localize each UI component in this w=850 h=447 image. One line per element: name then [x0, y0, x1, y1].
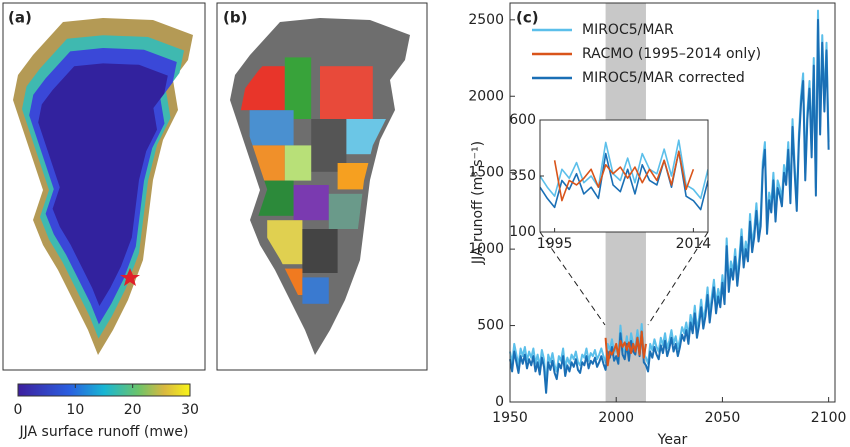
panel-label: (a): [8, 9, 32, 27]
y-axis-label: JJA runoff (m³ s⁻¹): [470, 141, 486, 265]
connector: [647, 231, 709, 326]
colorbar-label: JJA surface runoff (mwe): [18, 424, 188, 440]
inset-y-tick-label: 350: [509, 168, 536, 184]
colorbar: [17, 383, 191, 397]
colorbar-tick-label: 0: [14, 402, 23, 418]
panel-frame: [2, 2, 206, 371]
colorbar-tick-label: 30: [181, 402, 199, 418]
colorbar-tick-label: 10: [66, 402, 84, 418]
axes-frame: [509, 2, 836, 403]
x-tick-label: 2000: [598, 410, 634, 426]
series-line: [553, 150, 695, 202]
runoff-map: [13, 18, 193, 355]
y-tick-label: 1000: [468, 241, 504, 257]
colorbar-tick-label: 20: [124, 402, 142, 418]
panel-frame: [216, 2, 428, 371]
inset-plot: [540, 139, 708, 211]
x-tick-label: 1950: [492, 410, 528, 426]
x-axis-label: Year: [657, 432, 688, 447]
y-tick-label: 0: [495, 394, 504, 410]
legend-label: MIROC5/MAR corrected: [582, 70, 745, 86]
x-tick-label: 2100: [811, 410, 847, 426]
series-line: [509, 18, 830, 394]
basin-map: [230, 18, 410, 355]
connector: [539, 231, 606, 326]
inset-x-tick-label: 1995: [537, 236, 573, 252]
inset-x-tick-label: 2014: [676, 236, 712, 252]
y-tick-label: 2000: [468, 88, 504, 104]
y-tick-label: 2500: [468, 12, 504, 28]
inset-y-tick-label: 600: [509, 112, 536, 128]
y-tick-label: 1500: [468, 165, 504, 181]
legend-label: MIROC5/MAR: [582, 22, 674, 38]
legend-label: RACMO (1995–2014 only): [582, 46, 761, 62]
y-tick-label: 500: [477, 318, 504, 334]
x-tick-label: 2050: [705, 410, 741, 426]
inset-y-tick-label: 100: [509, 224, 536, 240]
series-line: [604, 330, 647, 367]
panel-label: (c): [516, 9, 539, 27]
series-line: [540, 139, 708, 200]
panel-label: (b): [223, 9, 247, 27]
